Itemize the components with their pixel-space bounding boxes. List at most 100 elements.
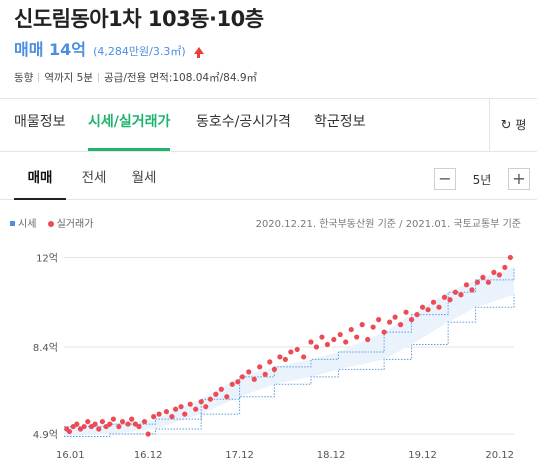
tab-price-history[interactable]: 시세/실거래가 (88, 99, 171, 151)
period-decrease-button[interactable]: − (434, 168, 456, 190)
transaction-point (469, 287, 475, 293)
transaction-point (119, 418, 126, 425)
period-increase-button[interactable]: + (508, 168, 530, 190)
tab-sale[interactable]: 매매 (14, 160, 66, 200)
transaction-point (277, 354, 283, 360)
transaction-point (365, 336, 371, 343)
transaction-point (125, 421, 131, 427)
transaction-point (262, 371, 268, 377)
transaction-point (239, 374, 245, 380)
x-tick-label: 20.12 (485, 450, 514, 461)
transaction-point (66, 428, 73, 435)
transaction-point (178, 404, 184, 410)
tab-school-info[interactable]: 학군정보 (314, 114, 366, 130)
legend-actual: 실거래가 (56, 219, 94, 230)
refresh-icon: ↻ (500, 118, 512, 133)
transaction-point (348, 326, 354, 333)
transaction-point (132, 421, 138, 427)
transaction-point (224, 394, 230, 400)
transaction-point (257, 364, 263, 370)
transaction-point (163, 409, 170, 415)
market-legend-icon (10, 221, 15, 226)
tab-jeonse[interactable]: 전세 (81, 170, 107, 186)
unit-toggle-button[interactable]: ↻ 평 (489, 99, 537, 151)
transaction-point (381, 329, 387, 335)
transaction-point (92, 421, 98, 427)
transaction-point (182, 411, 188, 417)
transaction-point (288, 349, 294, 355)
transaction-point (203, 404, 209, 410)
price-up-arrow-icon (193, 47, 204, 58)
transaction-point (85, 418, 91, 425)
transaction-point (419, 304, 426, 310)
transaction-point (485, 279, 491, 285)
transaction-point (387, 319, 393, 325)
transaction-point (267, 359, 273, 365)
transaction-point (99, 418, 106, 425)
transaction-point (193, 406, 199, 412)
transaction-point (313, 344, 320, 350)
transaction-point (354, 334, 360, 340)
transaction-point (436, 304, 442, 310)
transaction-point (151, 414, 157, 420)
transaction-point (74, 421, 80, 427)
x-tick-label: 19.12 (408, 450, 437, 461)
transaction-point (207, 396, 213, 402)
meta-divider (98, 73, 99, 82)
transaction-point (447, 297, 453, 303)
x-tick-label: 17.12 (225, 450, 254, 461)
transaction-point (392, 314, 398, 320)
price-row: 매매 14억 (4,284만원/3.3㎡) (14, 36, 523, 64)
transaction-point (145, 431, 151, 437)
transaction-point (414, 312, 420, 318)
meta-direction: 동향 (14, 72, 34, 84)
transaction-point (110, 416, 116, 422)
meta-station: 역까지 5분 (44, 72, 93, 84)
transaction-point (502, 264, 508, 271)
main-tab-bar: 매물정보 시세/실거래가 동호수/공시가격 학군정보 ↻ 평 (0, 98, 537, 152)
transaction-point (187, 401, 193, 407)
actual-legend-icon (47, 221, 54, 227)
transaction-point (198, 399, 204, 405)
transaction-point (70, 423, 76, 430)
market-price-band (64, 267, 514, 437)
price-per-area: (4,284만원/3.3㎡) (93, 45, 186, 58)
transaction-point (507, 254, 513, 261)
tab-listing-info[interactable]: 매물정보 (14, 114, 66, 130)
x-tick-label: 16.01 (56, 450, 85, 461)
transaction-point (441, 294, 448, 300)
price-chart[interactable]: 12억 8.4억 4.9억 16.01 16.12 17.12 18.12 19.12 20.1… (0, 236, 537, 467)
transaction-point (156, 411, 162, 417)
page-title: 신도림동아1차 103동·10층 (14, 7, 264, 31)
transaction-point (359, 322, 365, 328)
market-band-lower-line (64, 294, 515, 438)
tab-unit-public-price[interactable]: 동호수/공시가격 (196, 114, 291, 130)
transaction-point (136, 423, 142, 430)
transaction-point (107, 421, 113, 427)
transaction-point (129, 416, 135, 422)
transaction-point (308, 339, 314, 345)
transaction-point (319, 334, 325, 340)
transaction-point (430, 299, 437, 305)
transaction-point (491, 269, 497, 275)
transaction-point (480, 274, 486, 280)
legend-market: 시세 (18, 219, 37, 230)
y-tick-label: 12억 (36, 252, 58, 264)
transaction-point (343, 339, 349, 345)
transaction-point (235, 379, 241, 385)
x-tick-label: 16.12 (134, 450, 163, 461)
meta-divider (38, 73, 40, 82)
transaction-point (251, 376, 257, 382)
tab-monthly-rent[interactable]: 월세 (131, 170, 157, 186)
transaction-point (408, 317, 415, 323)
transaction-point (370, 324, 376, 330)
transaction-point (496, 272, 502, 278)
transaction-point (77, 426, 84, 432)
listing-header: 신도림동아1차 103동·10층 매매 14억 (4,284만원/3.3㎡) 동… (14, 4, 523, 86)
data-source-note: 2020.12.21. 한국부동산원 기준 / 2021.01. 국토교통부 기… (255, 219, 521, 230)
x-tick-label: 18.12 (317, 450, 346, 461)
meta-area: 공급/전용 면적:108.04㎡/84.9㎡ (104, 72, 258, 84)
transaction-point (397, 322, 404, 328)
transaction-point (88, 423, 95, 430)
transaction-point (452, 289, 459, 295)
